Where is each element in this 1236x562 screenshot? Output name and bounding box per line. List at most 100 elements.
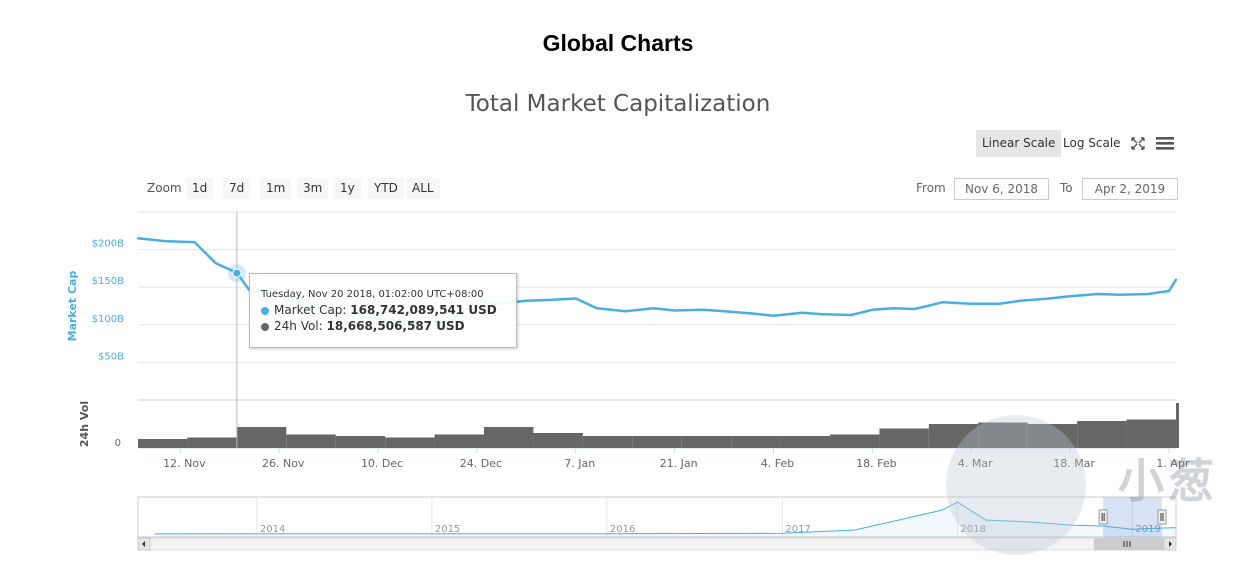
volume-bar <box>582 436 633 448</box>
market-cap-point <box>1167 289 1171 293</box>
page-title: Global Charts <box>542 30 694 56</box>
scroll-right-arrow-icon[interactable] <box>1163 537 1177 551</box>
market-cap-point <box>1047 297 1051 300</box>
x-tick-label: 18. Mar <box>1053 457 1095 470</box>
x-tick-label: 12. Nov <box>163 457 206 470</box>
log-scale-button[interactable]: Log Scale <box>1063 136 1121 150</box>
volume-bar <box>385 437 435 448</box>
zoom-label: Zoom <box>147 181 182 195</box>
market-cap-point <box>913 307 916 311</box>
fullscreen-icon[interactable] <box>1127 131 1149 155</box>
volume-bar <box>138 439 188 448</box>
tooltip-row-market-cap: Market Cap: 168,742,089,541 USD <box>261 303 497 317</box>
market-cap-point <box>772 314 775 317</box>
market-cap-point <box>722 310 726 313</box>
x-tick-label: 7. Jan <box>564 457 595 470</box>
navigator-year-label: 2019 <box>1135 524 1160 535</box>
tooltip-volume-label: 24h Vol: <box>274 319 327 333</box>
x-tick-label: 4. Mar <box>958 457 993 470</box>
volume-bar <box>978 422 1028 448</box>
to-date-input[interactable]: Apr 2, 2019 <box>1082 178 1178 200</box>
market-cap-point <box>546 298 549 302</box>
x-tick-label: 1. Apr <box>1156 457 1189 470</box>
zoom-all-button[interactable]: ALL <box>406 178 440 199</box>
volume-bar <box>533 433 583 448</box>
volume-bar <box>731 436 781 448</box>
zoom-7d-button[interactable]: 7d <box>223 178 251 199</box>
watermark-text: 小葱 <box>1118 454 1218 508</box>
market-cap-point <box>1068 295 1072 298</box>
market-cap-point <box>970 302 973 305</box>
chart-title: Total Market Capitalization <box>465 91 771 117</box>
zoom-1y-button[interactable]: 1y <box>334 178 361 199</box>
y-tick-label: $100B <box>92 314 124 325</box>
volume-bar <box>286 434 336 448</box>
volume-bar <box>236 427 287 448</box>
volume-dot-icon <box>261 322 269 331</box>
navigator-left-handle[interactable] <box>1098 509 1108 525</box>
volume-bar <box>681 436 732 448</box>
market-cap-point <box>892 307 895 310</box>
navigator-selection[interactable] <box>1103 497 1162 537</box>
market-cap-point <box>574 297 577 300</box>
market-cap-point <box>751 312 754 315</box>
market-cap-point <box>1146 292 1149 296</box>
zoom-ytd-button[interactable]: YTD <box>368 178 404 199</box>
linear-scale-button[interactable]: Linear Scale <box>976 130 1062 157</box>
x-tick-label: 24. Dec <box>460 457 502 470</box>
market-cap-point <box>871 308 874 311</box>
navigator-frame[interactable] <box>137 496 1177 538</box>
volume-bar <box>187 437 237 448</box>
market-cap-point <box>800 311 803 314</box>
market-cap-point <box>1118 293 1121 296</box>
scroll-left-arrow-icon[interactable] <box>137 537 151 551</box>
market-cap-point <box>193 240 196 244</box>
navigator-right-handle[interactable] <box>1157 509 1167 525</box>
y-axis-label: Market Cap <box>66 271 79 342</box>
market-cap-point <box>1019 299 1022 302</box>
from-label: From <box>916 181 946 195</box>
from-date-input[interactable]: Nov 6, 2018 <box>954 178 1049 200</box>
y-tick-label: $50B <box>98 351 124 362</box>
navigator-year-label: 2015 <box>435 524 460 535</box>
navigator-year-label: 2017 <box>785 524 810 535</box>
market-cap-point <box>595 307 599 310</box>
market-cap-point <box>136 237 140 240</box>
market-cap-point <box>998 302 1001 305</box>
volume-bar <box>1176 403 1179 448</box>
volume-bar <box>780 436 830 448</box>
x-tick-label: 26. Nov <box>262 457 305 470</box>
zoom-3m-button[interactable]: 3m <box>297 178 329 199</box>
market-cap-point <box>821 313 825 316</box>
zoom-1d-button[interactable]: 1d <box>186 178 214 199</box>
volume-bar <box>928 424 979 448</box>
tooltip-market-cap-value: 168,742,089,541 USD <box>350 303 497 317</box>
x-tick-label: 10. Dec <box>361 457 403 470</box>
x-tick-label: 21. Jan <box>660 457 698 470</box>
market-cap-point <box>1097 292 1100 296</box>
volume-tick-label: 0 <box>115 438 121 449</box>
volume-bar <box>879 428 929 448</box>
watermark-logo-icon <box>946 415 1086 555</box>
market-cap-point <box>673 309 676 312</box>
volume-axis-label: 24h Vol <box>78 401 91 447</box>
volume-bar <box>830 434 880 448</box>
hover-marker <box>232 268 242 278</box>
zoom-1m-button[interactable]: 1m <box>260 178 292 199</box>
navigator-year-label: 2018 <box>960 524 985 535</box>
navigator-year-label: 2016 <box>610 524 635 535</box>
menu-icon[interactable] <box>1154 131 1176 155</box>
volume-bar <box>434 434 484 448</box>
y-tick-label: $150B <box>92 276 124 287</box>
market-cap-point <box>214 261 217 265</box>
navigator-year-label: 2014 <box>260 524 285 535</box>
market-cap-point <box>701 308 705 311</box>
chart-tooltip: Tuesday, Nov 20 2018, 01:02:00 UTC+08:00… <box>249 273 517 348</box>
market-cap-dot-icon <box>261 306 269 315</box>
tooltip-date: Tuesday, Nov 20 2018, 01:02:00 UTC+08:00 <box>261 289 484 300</box>
x-tick-label: 18. Feb <box>856 457 896 470</box>
to-label: To <box>1060 181 1073 195</box>
volume-bar <box>1126 419 1176 448</box>
volume-bar <box>335 436 386 448</box>
